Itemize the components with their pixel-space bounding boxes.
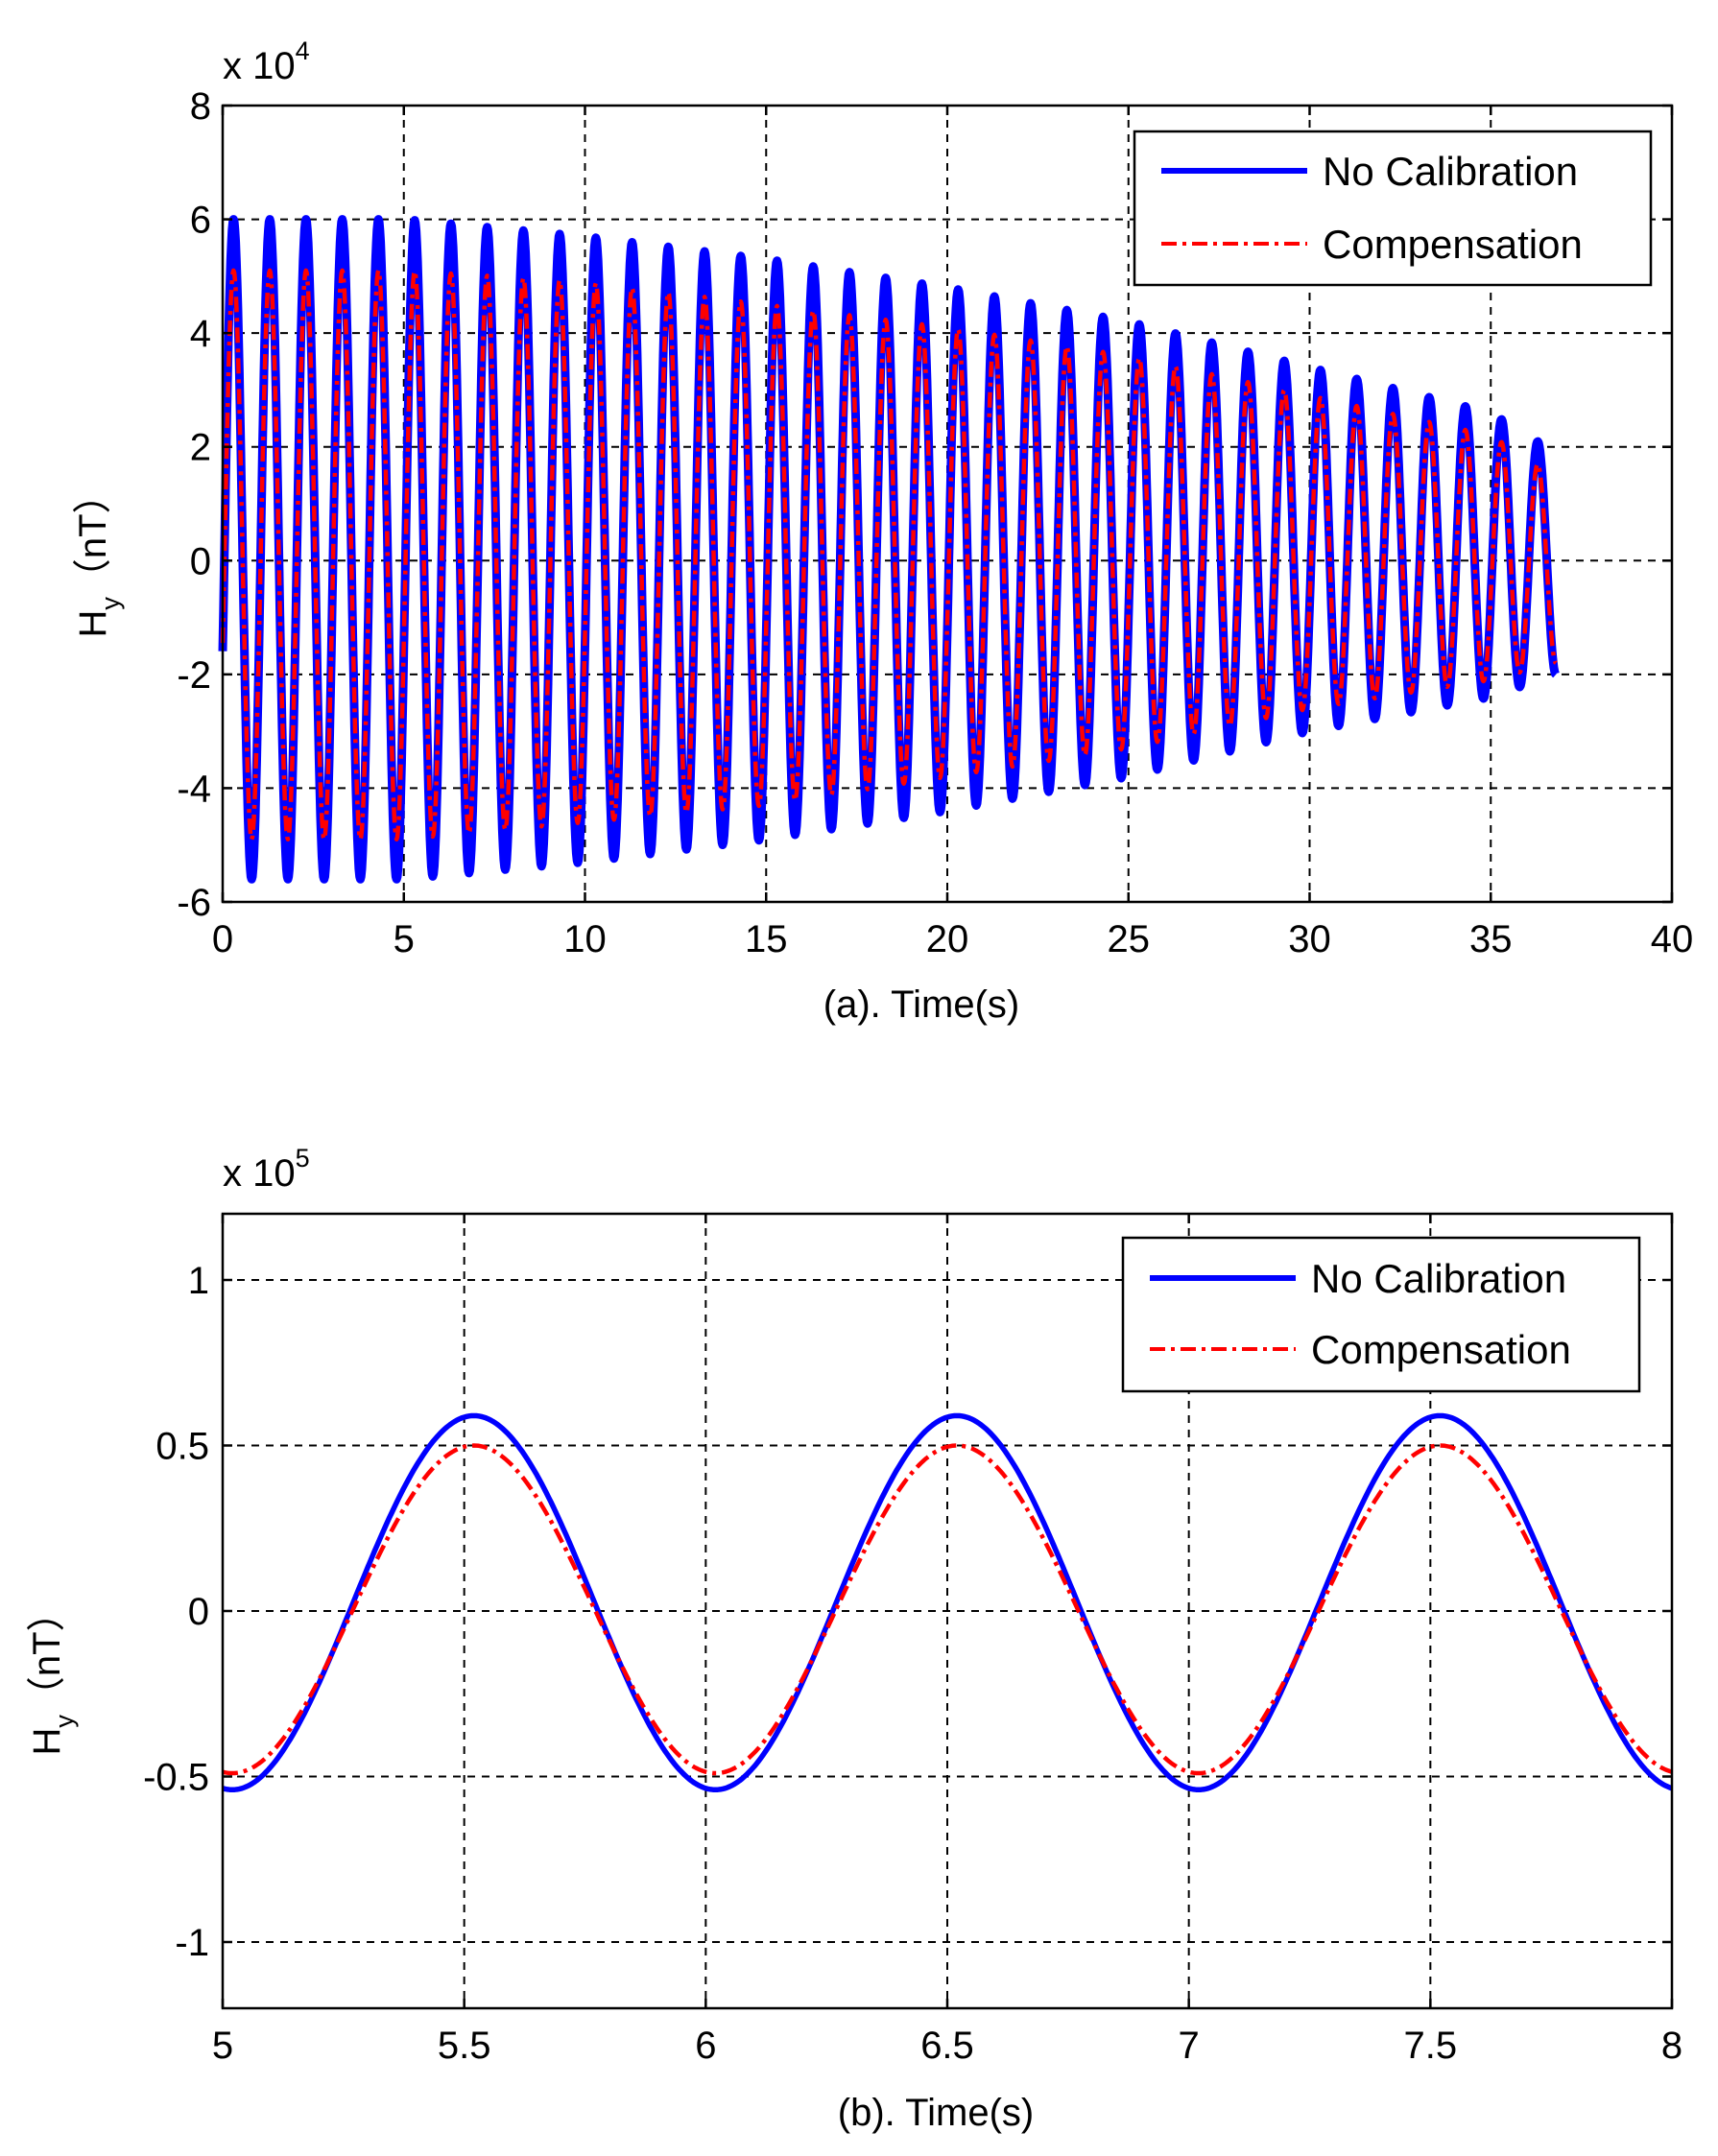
a-ticks xyxy=(221,104,1674,904)
a-y-tick-label-7: 8 xyxy=(190,85,211,128)
a-x-tick-labels: 0 5 10 15 20 25 30 35 40 xyxy=(212,918,1693,960)
a-y-tick-label-1: -4 xyxy=(177,768,211,810)
b-x-tick-label-0: 5 xyxy=(212,2025,233,2067)
a-x-tick-label-7: 35 xyxy=(1469,918,1513,960)
a-y-axis-label: Hy（nT） xyxy=(72,475,125,637)
b-multiplier: x 105 xyxy=(223,1144,310,1195)
b-x-tick-label-6: 8 xyxy=(1661,2025,1682,2067)
b-x-tick-label-1: 5.5 xyxy=(438,2025,491,2067)
a-x-axis-label: (a). Time(s) xyxy=(823,983,1019,1026)
b-series-no-calibration-line xyxy=(222,1412,1673,1793)
a-x-tick-label-0: 0 xyxy=(212,918,233,960)
a-legend-label-no-calibration: No Calibration xyxy=(1323,149,1578,194)
b-y-tick-label-2: 0 xyxy=(188,1591,209,1633)
b-legend-box xyxy=(1121,1236,1641,1393)
b-y-tick-label-1: -0.5 xyxy=(143,1757,209,1799)
a-x-tick-label-6: 30 xyxy=(1288,918,1331,960)
b-ticks xyxy=(221,1214,1674,2008)
b-y-tick-label-4: 1 xyxy=(188,1260,209,1302)
b-x-tick-labels: 5 5.5 6 6.5 7 7.5 8 xyxy=(212,2025,1682,2067)
panel-b: x 105 -1 -0.5 0 0.5 1 5 5.5 6 6.5 7 7.5 8 (b). Tim… xyxy=(26,1144,1682,2134)
b-legend-label-compensation: Compensation xyxy=(1311,1327,1571,1372)
a-y-tick-label-0: -6 xyxy=(177,882,211,924)
b-x-tick-label-2: 6 xyxy=(695,2025,716,2067)
a-series-compensation-line xyxy=(220,268,1558,842)
a-y-tick-label-6: 6 xyxy=(190,200,211,242)
a-x-tick-label-5: 25 xyxy=(1108,918,1151,960)
a-x-tick-label-8: 40 xyxy=(1651,918,1694,960)
b-plot-area xyxy=(222,1412,1673,1793)
a-x-tick-label-2: 10 xyxy=(563,918,607,960)
b-legend: No Calibration Compensation xyxy=(1121,1236,1641,1393)
b-x-tick-label-3: 6.5 xyxy=(920,2025,974,2067)
a-plot-area xyxy=(218,215,1560,884)
a-legend: No Calibration Compensation xyxy=(1133,130,1653,287)
a-y-tick-label-4: 2 xyxy=(190,427,211,469)
panel-a: x 104 -6 -4 -2 0 2 4 6 8 0 5 10 15 20 25 30 35 40 (a). … xyxy=(72,36,1693,1026)
a-x-tick-label-4: 20 xyxy=(926,918,969,960)
b-y-axis-label: Hy（nT） xyxy=(26,1593,79,1755)
a-legend-box xyxy=(1133,130,1653,287)
b-legend-label-no-calibration: No Calibration xyxy=(1311,1256,1566,1301)
a-y-tick-label-2: -2 xyxy=(177,654,211,697)
a-x-tick-label-3: 15 xyxy=(745,918,788,960)
b-x-tick-label-4: 7 xyxy=(1179,2025,1200,2067)
a-y-tick-label-3: 0 xyxy=(190,540,211,582)
b-x-axis-label: (b). Time(s) xyxy=(838,2092,1034,2134)
b-y-tick-label-3: 0.5 xyxy=(155,1426,209,1468)
a-multiplier: x 104 xyxy=(223,36,310,87)
a-x-tick-label-1: 5 xyxy=(394,918,415,960)
a-y-tick-labels: -6 -4 -2 0 2 4 6 8 xyxy=(177,85,211,924)
b-x-tick-label-5: 7.5 xyxy=(1404,2025,1458,2067)
b-y-tick-label-0: -1 xyxy=(175,1922,209,1964)
a-series-no-calibration-line xyxy=(218,215,1560,884)
b-series-compensation-line xyxy=(222,1443,1673,1776)
a-legend-label-compensation: Compensation xyxy=(1323,222,1583,267)
a-y-tick-label-5: 4 xyxy=(190,313,211,355)
b-y-tick-labels: -1 -0.5 0 0.5 1 xyxy=(143,1260,209,1964)
